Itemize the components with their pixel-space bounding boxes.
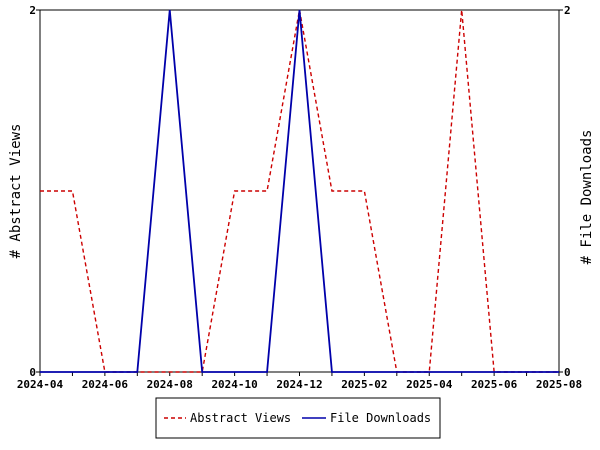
x-tick-label: 2024-12 — [276, 378, 322, 391]
series-line-file-downloads — [40, 9, 559, 373]
x-axis: 2024-04 2024-06 2024-08 2024-10 2024-12 2025-… — [17, 372, 582, 391]
y-axis-title-right: # File Downloads — [579, 130, 595, 265]
legend-label-abstract-views: Abstract Views — [190, 411, 291, 425]
x-tick-label: 2024-10 — [211, 378, 257, 391]
plot-area — [39, 9, 560, 373]
y-axis-title-left: # Abstract Views — [8, 124, 24, 259]
legend-box — [155, 397, 441, 439]
x-tick-label: 2025-08 — [536, 378, 582, 391]
x-tick-label: 2025-04 — [406, 378, 453, 391]
legend: Abstract Views File Downloads — [155, 397, 441, 439]
y-tick-label-left: 2 — [29, 4, 36, 17]
x-tick-label: 2025-06 — [471, 378, 518, 391]
y-tick-label-left: 0 — [29, 366, 36, 379]
series-layer — [40, 9, 559, 373]
y-axis-left: 02 — [29, 4, 40, 379]
y-axis-right: 02 — [559, 4, 571, 379]
x-tick-label: 2024-08 — [147, 378, 193, 391]
x-tick-label: 2025-02 — [341, 378, 387, 391]
y-tick-label-right: 2 — [564, 4, 571, 17]
legend-label-file-downloads: File Downloads — [330, 411, 431, 425]
series-line-abstract-views — [40, 9, 559, 373]
x-tick-label: 2024-04 — [17, 378, 64, 391]
x-tick-label: 2024-06 — [82, 378, 129, 391]
y-tick-label-right: 0 — [564, 366, 571, 379]
